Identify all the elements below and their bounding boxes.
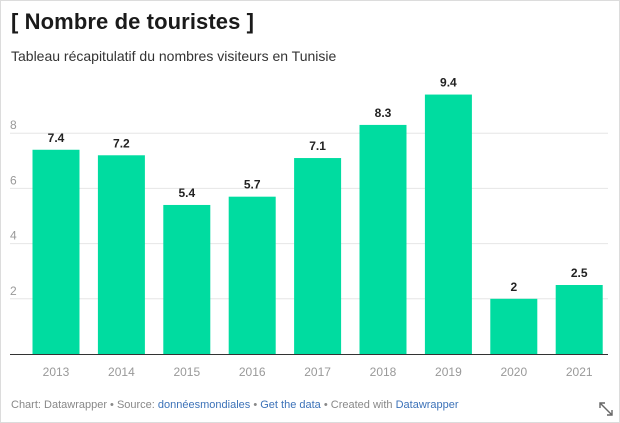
x-tick-label: 2014 — [108, 365, 135, 379]
data-label: 8.3 — [375, 106, 392, 120]
chart-subtitle: Tableau récapitulatif du nombres visiteu… — [11, 48, 337, 64]
source-link[interactable]: donnéesmondiales — [157, 399, 251, 411]
bar-2019 — [424, 94, 472, 354]
y-tick-label: 4 — [10, 229, 17, 243]
x-tick-label: 2016 — [239, 365, 266, 379]
data-label: 7.4 — [48, 131, 65, 145]
bar-2013 — [32, 149, 80, 354]
y-tick-label: 6 — [10, 173, 17, 187]
bar-2016 — [228, 196, 276, 354]
bar-2020 — [490, 298, 538, 354]
footer-separator: • — [250, 399, 261, 411]
bar-2018 — [359, 124, 407, 354]
x-tick-label: 2020 — [500, 365, 527, 379]
data-label: 5.7 — [244, 178, 261, 192]
data-label: 2.5 — [571, 266, 588, 280]
data-label: 7.2 — [113, 136, 130, 150]
footer-created-with: • Created with — [320, 399, 396, 411]
data-label: 7.1 — [309, 139, 326, 153]
y-tick-label: 8 — [10, 118, 17, 132]
y-tick-label: 2 — [10, 284, 17, 298]
data-label: 5.4 — [178, 186, 195, 200]
bar-2021 — [555, 285, 603, 354]
chart-title: [ Nombre de touristes ] — [11, 9, 255, 34]
x-tick-label: 2019 — [435, 365, 462, 379]
expand-icon[interactable] — [598, 401, 614, 417]
x-tick-label: 2021 — [566, 365, 593, 379]
datawrapper-link[interactable]: Datawrapper — [395, 399, 459, 411]
data-label: 2 — [510, 280, 517, 294]
x-tick-label: 2018 — [370, 365, 397, 379]
footer-prefix: Chart: Datawrapper • Source: — [11, 399, 158, 411]
bar-2014 — [97, 155, 145, 354]
x-tick-label: 2013 — [43, 365, 70, 379]
x-tick-label: 2017 — [304, 365, 331, 379]
data-label: 9.4 — [440, 76, 457, 90]
bar-2017 — [294, 158, 342, 354]
chart-footer: Chart: Datawrapper • Source: donnéesmond… — [11, 399, 459, 411]
bar-2015 — [163, 204, 211, 354]
x-tick-label: 2015 — [173, 365, 200, 379]
get-the-data-link[interactable]: Get the data — [260, 399, 321, 411]
